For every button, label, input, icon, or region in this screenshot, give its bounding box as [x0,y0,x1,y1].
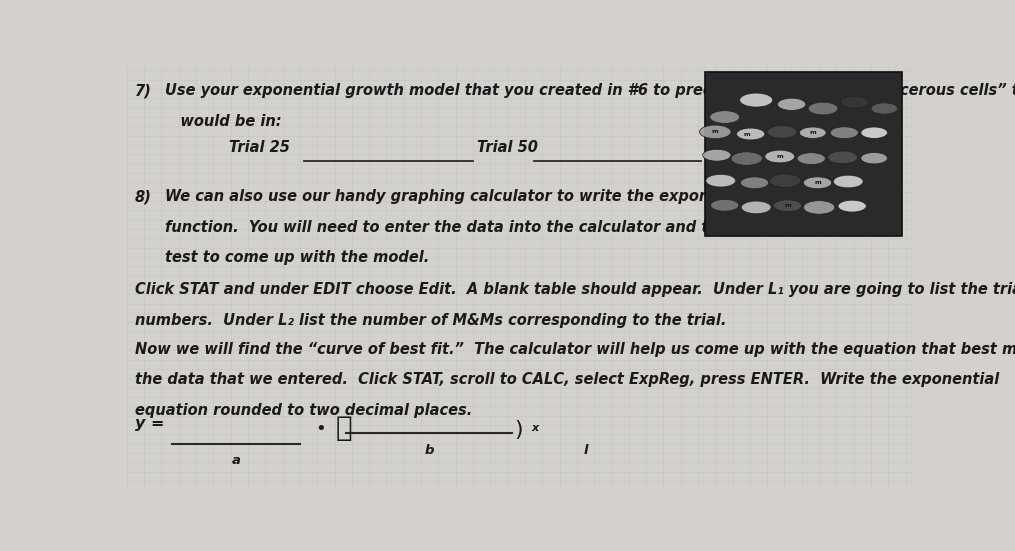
Text: Trial 50: Trial 50 [477,141,538,155]
Ellipse shape [861,153,887,164]
Ellipse shape [840,96,869,108]
Ellipse shape [767,126,797,138]
Text: equation rounded to two decimal places.: equation rounded to two decimal places. [135,403,472,418]
Text: 7): 7) [135,83,151,98]
Text: m: m [814,180,821,185]
Text: m: m [785,203,791,208]
Ellipse shape [777,98,806,110]
Text: b: b [424,444,433,457]
Ellipse shape [769,174,801,187]
Ellipse shape [838,200,867,212]
Ellipse shape [773,200,802,212]
Text: function.  You will need to enter the data into the calculator and then run a st: function. You will need to enter the dat… [164,220,874,235]
Ellipse shape [833,175,863,188]
Text: m: m [712,129,719,134]
Ellipse shape [740,177,768,189]
FancyBboxPatch shape [705,73,901,236]
Text: •: • [316,420,327,439]
Ellipse shape [871,103,897,114]
Text: We can also use our handy graphing calculator to write the exponential growth: We can also use our handy graphing calcu… [164,189,820,204]
Ellipse shape [731,152,762,165]
Text: l: l [583,444,588,457]
Ellipse shape [804,201,834,214]
Ellipse shape [699,125,731,139]
Ellipse shape [705,174,736,187]
Ellipse shape [800,127,826,138]
Text: Click STAT and under EDIT choose Edit.  A blank table should appear.  Under L₁ y: Click STAT and under EDIT choose Edit. A… [135,283,1015,298]
Text: would be in:: would be in: [164,114,281,128]
Ellipse shape [861,127,887,138]
Text: Now we will find the “curve of best fit.”  The calculator will help us come up w: Now we will find the “curve of best fit.… [135,342,1015,357]
Ellipse shape [830,127,859,139]
Text: y =: y = [135,416,164,431]
Ellipse shape [740,93,772,107]
Ellipse shape [702,149,731,161]
Ellipse shape [808,102,838,115]
Text: x: x [531,423,538,433]
Text: ⌣: ⌣ [335,414,352,442]
Text: Trial 25: Trial 25 [229,141,290,155]
Ellipse shape [828,151,858,164]
Text: a: a [231,455,241,467]
Ellipse shape [797,153,825,165]
Text: the data that we entered.  Click STAT, scroll to CALC, select ExpReg, press ENTE: the data that we entered. Click STAT, sc… [135,372,999,387]
Text: m: m [743,132,750,137]
Text: m: m [810,130,816,135]
Ellipse shape [803,177,831,189]
Ellipse shape [737,128,765,140]
Text: test to come up with the model.: test to come up with the model. [164,250,429,265]
Ellipse shape [765,150,795,163]
Ellipse shape [709,111,740,123]
Text: numbers.  Under L₂ list the number of M&Ms corresponding to the trial.: numbers. Under L₂ list the number of M&M… [135,313,726,328]
Text: ): ) [514,420,523,440]
Text: Use your exponential growth model that you created in #6 to predict the number o: Use your exponential growth model that y… [164,83,1015,98]
Ellipse shape [710,199,739,211]
Ellipse shape [741,201,771,214]
Text: 8): 8) [135,189,151,204]
Text: m: m [776,154,784,159]
